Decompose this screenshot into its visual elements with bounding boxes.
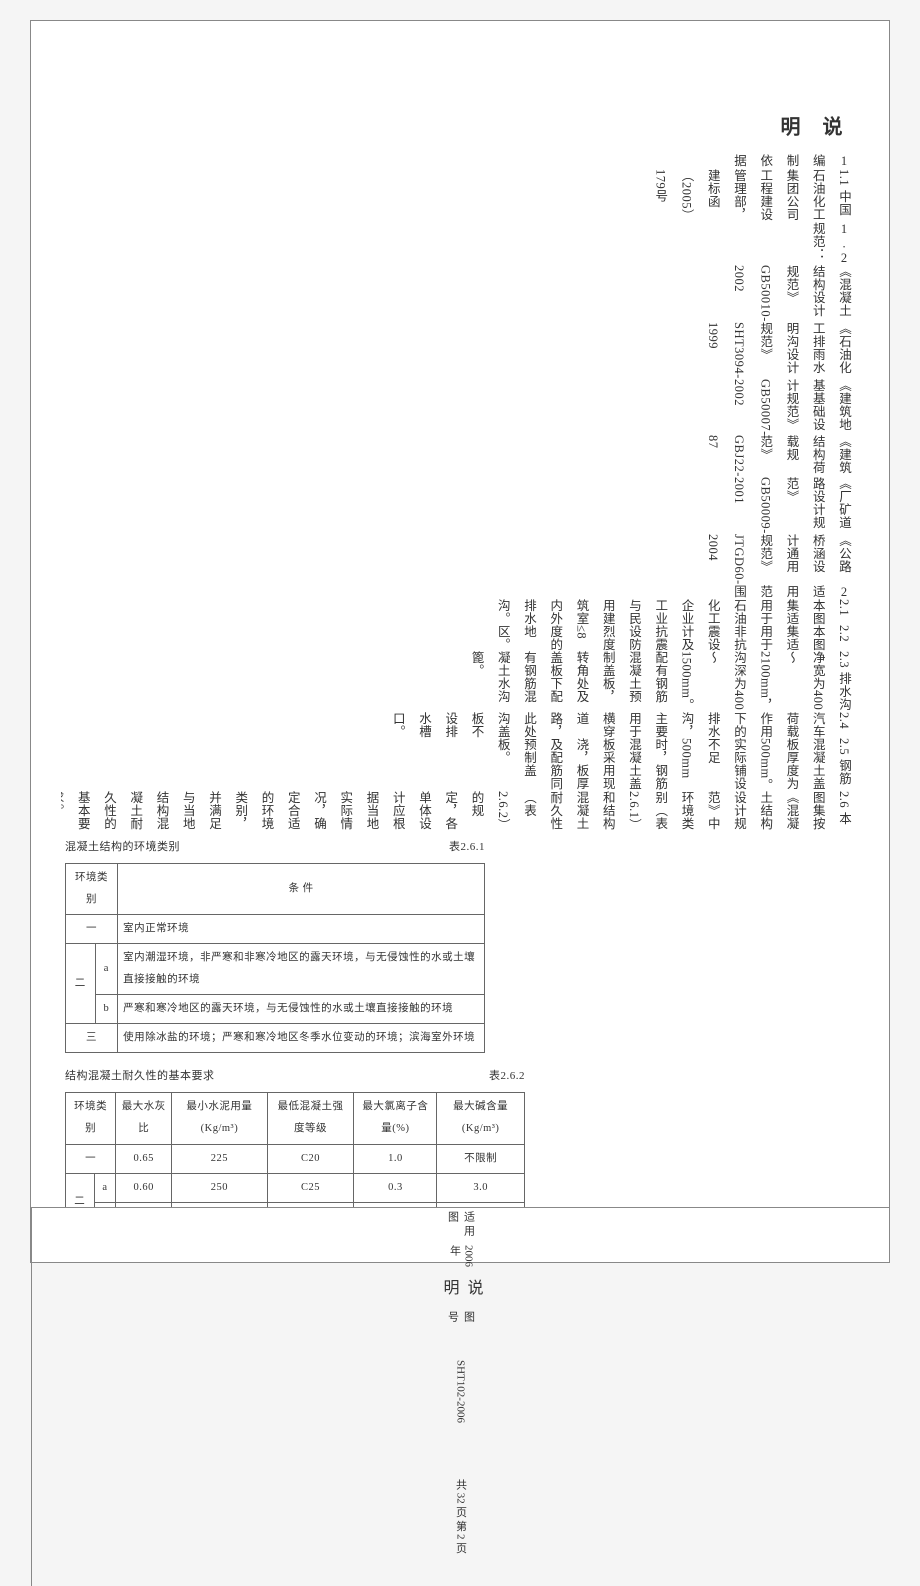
td: 250 bbox=[172, 1173, 267, 1202]
table262-caption: 结构混凝土耐久性的基本要求 bbox=[65, 1065, 215, 1088]
td: 一 bbox=[66, 915, 118, 944]
table-261: 环境类别 条 件 一 室内正常环境 二 a 室内潮湿环境，非严寒和非寒冷地区的露… bbox=[65, 863, 485, 1053]
footer-title: 说 明 bbox=[437, 1279, 485, 1305]
td: 0.3 bbox=[354, 1173, 437, 1202]
table-262: 环境类别 最大水灰比 最小水泥用量(Kg/m³) 最低混凝土强度等级 最大氯离子… bbox=[65, 1092, 525, 1207]
td: 3.0 bbox=[437, 1173, 525, 1202]
th: 最大水灰比 bbox=[116, 1093, 172, 1144]
td: 0.65 bbox=[116, 1144, 172, 1173]
section-2-2: 2.2 本图集适用于非抗震设计及抗震设防烈度≤8度的地区。 bbox=[61, 625, 859, 651]
footer-code: SHT102-2006 bbox=[455, 1360, 467, 1423]
footer-year: 2006年 bbox=[447, 1245, 475, 1273]
td: 二 bbox=[66, 1173, 95, 1207]
td: C25 bbox=[267, 1173, 354, 1202]
table262-number: 表2.6.2 bbox=[489, 1065, 525, 1088]
td: 严寒和寒冷地区的露天环境，与无侵蚀性的水或土壤直接接触的环境 bbox=[118, 995, 485, 1024]
page-frame: 说 明 1 编制依据 1.1 中国石油化工集团公司工程建设管理部，建标函（200… bbox=[30, 20, 890, 1263]
section-2-5: 2.5 钢筋混凝土盖板厚度为500mm。实际铺设不足500mm时，钢筋混凝土盖板… bbox=[61, 738, 859, 792]
td: a bbox=[95, 944, 118, 995]
footer-code-label: 图 号 bbox=[445, 1311, 477, 1333]
section-2-6: 2.6 本图集按《混凝土结构设计规范》中环境类别（表2.6.1）和结构混凝土耐久… bbox=[61, 791, 859, 832]
spec-item: 《混凝土结构设计规范》GB50010-2002 bbox=[61, 265, 859, 322]
spec-item: 《厂矿道路设计规范》GB50009-2001 bbox=[61, 477, 859, 534]
section-2-4: 2.4 汽车荷载作用下的排水沟，主要用于横穿道路，此处沟盖板不设排水槽口。 bbox=[61, 712, 859, 738]
table261-number: 表2.6.1 bbox=[449, 836, 485, 859]
th: 最大氯离子含量(%) bbox=[354, 1093, 437, 1144]
td: 室内潮湿环境，非严寒和非寒冷地区的露天环境，与无侵蚀性的水或土壤直接接触的环境 bbox=[118, 944, 485, 995]
td: b bbox=[95, 995, 118, 1024]
th: 环境类别 bbox=[66, 1093, 116, 1144]
td: 1.0 bbox=[354, 1144, 437, 1173]
td: 225 bbox=[172, 1144, 267, 1173]
section-1: 1 编制依据 bbox=[61, 154, 859, 169]
th: 最低混凝土强度等级 bbox=[267, 1093, 354, 1144]
content-area: 说 明 1 编制依据 1.1 中国石油化工集团公司工程建设管理部，建标函（200… bbox=[61, 116, 859, 1207]
td: 使用除冰盐的环境；严寒和寒冷地区冬季水位变动的环境；滨海室外环境 bbox=[118, 1024, 485, 1053]
td: 一 bbox=[66, 1144, 116, 1173]
section-2: 2 适用范围 bbox=[61, 585, 859, 600]
spec-item: 《石油化工排雨水明沟设计规范》SHT3094-1999 bbox=[61, 322, 859, 379]
spec-item: 《建筑地基基础设计规范》GB50007-2002 bbox=[61, 379, 859, 436]
spec-item: 《建筑结构荷载规范》GBJ22-87 bbox=[61, 435, 859, 477]
td: a bbox=[94, 1173, 116, 1202]
td: 室内正常环境 bbox=[118, 915, 485, 944]
section-2-1: 2.1 本图集适用于石油化工企业工业与民用建筑室内外排水沟。 bbox=[61, 599, 859, 625]
th: 环境类别 bbox=[66, 864, 118, 915]
td: 三 bbox=[66, 1024, 118, 1053]
page-title: 说 明 bbox=[61, 116, 859, 154]
th: 最大碱含量(Kg/m³) bbox=[437, 1093, 525, 1144]
td: 不限制 bbox=[437, 1144, 525, 1173]
td: C20 bbox=[267, 1144, 354, 1173]
td: 0.60 bbox=[116, 1173, 172, 1202]
footer-year-label: 适 用 图 bbox=[445, 1211, 477, 1239]
footer: 适 用 图 2006年 说 明 图 号 SHT102-2006 共 32 页 第… bbox=[31, 1207, 889, 1262]
section-1-1: 1.1 中国石油化工集团公司工程建设管理部，建标函（2005）179号 bbox=[61, 169, 859, 222]
spec-item: 《公路桥涵设计通用规范》JTGD60-2004 bbox=[61, 534, 859, 585]
section-1-2: 1.2 规范： bbox=[61, 222, 859, 266]
th: 最小水泥用量(Kg/m³) bbox=[172, 1093, 267, 1144]
table261-caption: 混凝土结构的环境类别 bbox=[65, 836, 180, 859]
th: 条 件 bbox=[118, 864, 485, 915]
section-2-3: 2.3 排水沟净宽为400～2100mm，沟深为400～1500mm。配有钢筋混… bbox=[61, 651, 859, 711]
td: 二 bbox=[66, 944, 96, 1024]
footer-page: 共 32 页 第 2 页 bbox=[453, 1479, 469, 1553]
